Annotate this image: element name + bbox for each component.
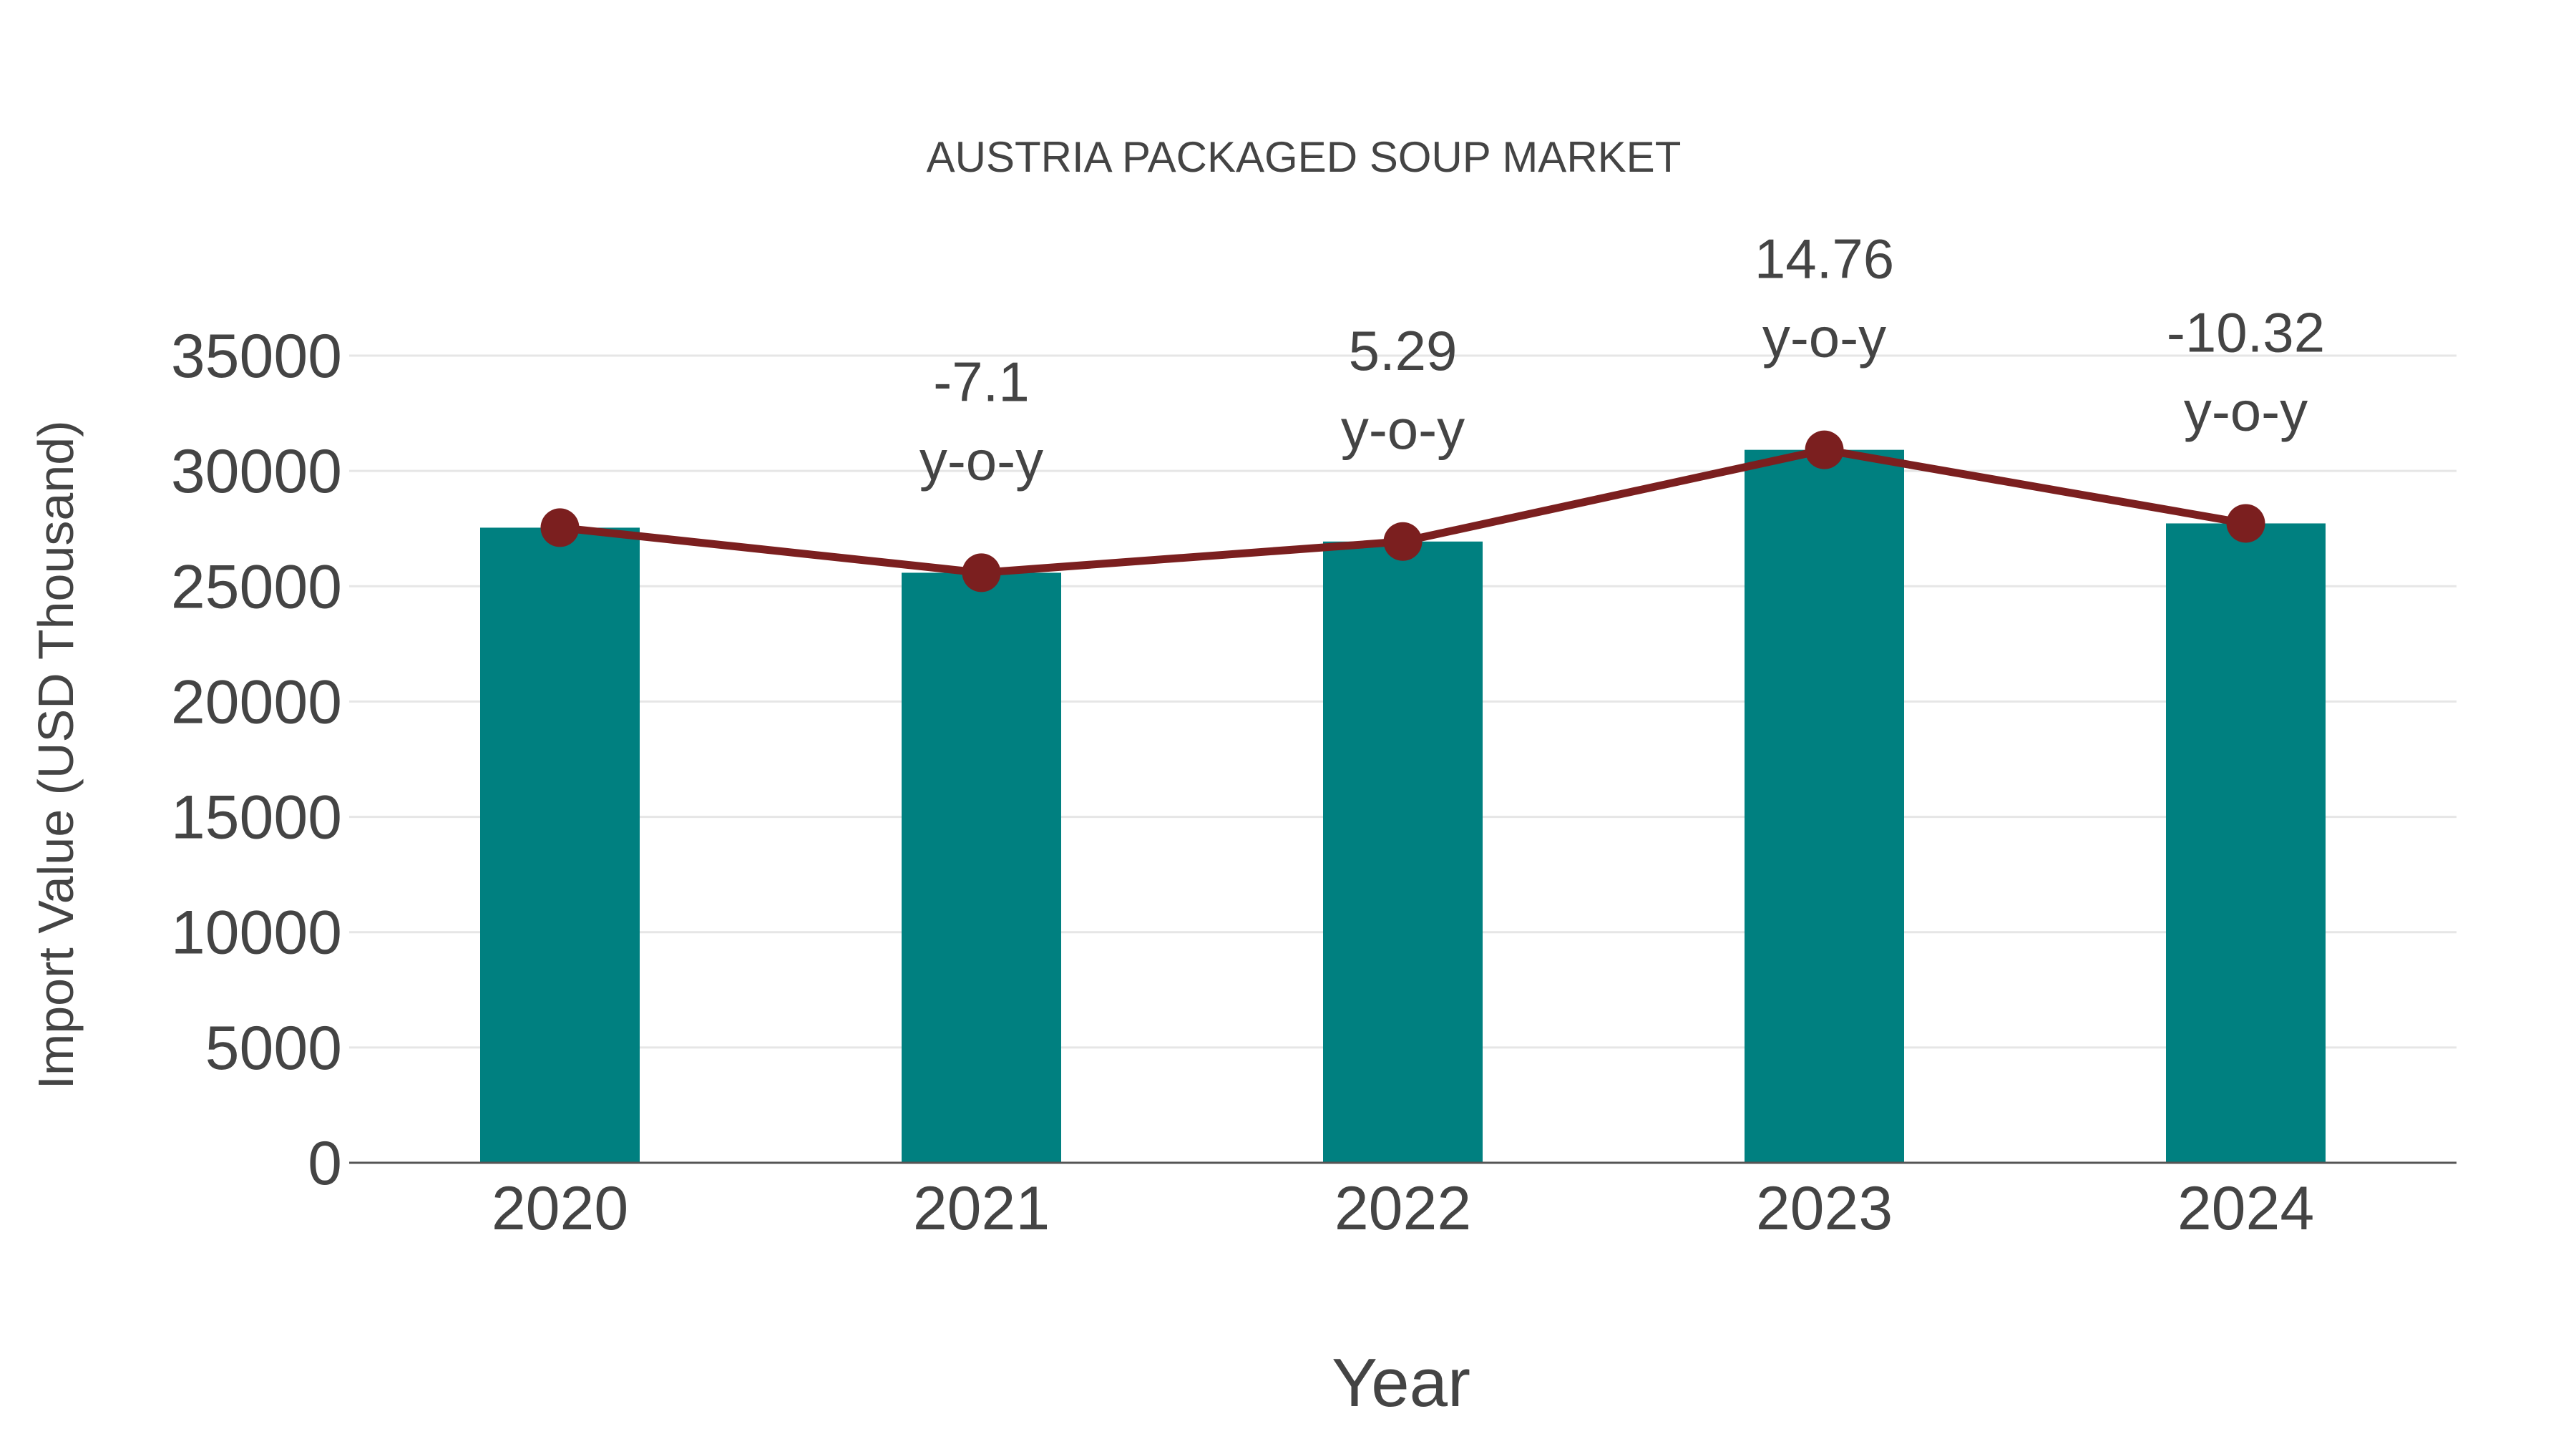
yoy-value: 14.76 (1755, 228, 1894, 291)
yoy-label: y-o-y (1341, 398, 1465, 461)
y-tick-label: 0 (308, 1129, 342, 1198)
y-tick-label: 15000 (171, 784, 342, 852)
bar (902, 572, 1061, 1163)
trend-marker (1805, 430, 1844, 469)
y-tick-label: 30000 (171, 437, 342, 506)
x-tick-label: 2023 (1756, 1174, 1893, 1243)
x-tick-label: 2020 (492, 1174, 628, 1243)
x-axis-title: Year (1332, 1345, 1470, 1421)
trend-marker (1383, 522, 1423, 561)
y-axis-title: Import Value (USD Thousand) (28, 420, 84, 1089)
trend-marker (2226, 504, 2265, 543)
y-tick-label: 10000 (171, 899, 342, 967)
x-axis-ticks: 2020 2021 2022 2023 2024 (492, 1174, 2314, 1243)
yoy-value: 5.29 (1349, 319, 1458, 382)
yoy-label: y-o-y (1762, 306, 1886, 369)
trend-marker (540, 508, 580, 547)
x-tick-label: 2024 (2177, 1174, 2314, 1243)
y-axis-ticks: 0 5000 10000 15000 20000 25000 30000 35000 (171, 322, 342, 1198)
bar (480, 527, 640, 1163)
trend-line (540, 430, 2265, 592)
bar (1323, 541, 1483, 1163)
bar (1745, 449, 1904, 1163)
yoy-label: y-o-y (2184, 379, 2308, 442)
yoy-value: -7.1 (933, 350, 1029, 413)
bars (480, 449, 2326, 1163)
y-tick-label: 35000 (171, 322, 342, 391)
y-tick-label: 20000 (171, 668, 342, 736)
trend-marker (962, 553, 1001, 592)
yoy-annotations: -7.1 y-o-y 5.29 y-o-y 14.76 y-o-y -10.32 y-o-y (919, 228, 2325, 492)
bar (2166, 523, 2326, 1163)
chart-title: AUSTRIA PACKAGED SOUP MARKET (927, 133, 1682, 181)
y-tick-label: 5000 (205, 1014, 342, 1083)
y-tick-label: 25000 (171, 552, 342, 621)
yoy-label: y-o-y (919, 429, 1043, 492)
yoy-value: -10.32 (2167, 301, 2325, 364)
x-tick-label: 2021 (913, 1174, 1050, 1243)
x-tick-label: 2022 (1335, 1174, 1471, 1243)
